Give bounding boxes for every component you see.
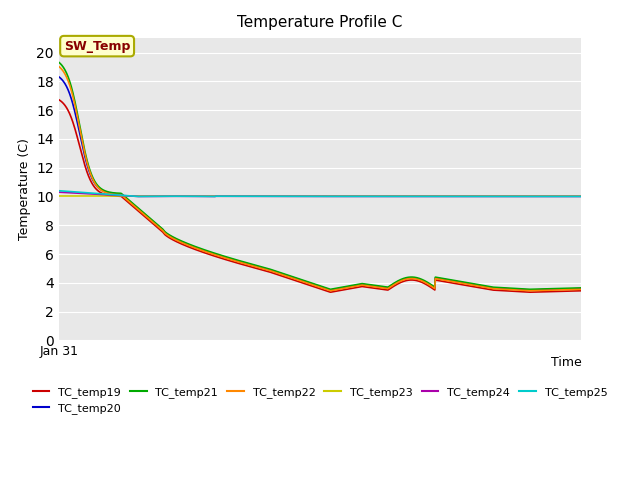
TC_temp23 bbox=[472, 193, 479, 199]
TC_temp25 bbox=[414, 193, 422, 199]
TC_temp19 bbox=[55, 97, 63, 103]
Line: TC_temp21: TC_temp21 bbox=[59, 62, 581, 289]
TC_temp22 bbox=[525, 288, 533, 294]
TC_temp21 bbox=[462, 280, 470, 286]
TC_temp19 bbox=[577, 288, 585, 294]
Line: TC_temp20: TC_temp20 bbox=[59, 77, 581, 290]
TC_temp20 bbox=[462, 280, 470, 286]
Line: TC_temp22: TC_temp22 bbox=[59, 66, 581, 291]
TC_temp24 bbox=[55, 189, 63, 195]
TC_temp25 bbox=[55, 188, 63, 193]
TC_temp22 bbox=[413, 276, 421, 282]
TC_temp25 bbox=[472, 193, 480, 199]
TC_temp21 bbox=[55, 60, 63, 65]
TC_temp21 bbox=[413, 275, 421, 281]
TC_temp19 bbox=[413, 278, 421, 284]
TC_temp22 bbox=[285, 274, 292, 280]
TC_temp21 bbox=[285, 273, 292, 278]
Text: SW_Temp: SW_Temp bbox=[64, 40, 131, 53]
TC_temp24 bbox=[414, 193, 422, 199]
TC_temp20 bbox=[285, 273, 292, 279]
Y-axis label: Temperature (C): Temperature (C) bbox=[17, 138, 31, 240]
X-axis label: Time: Time bbox=[550, 356, 581, 369]
TC_temp23 bbox=[577, 193, 585, 199]
TC_temp22 bbox=[266, 268, 274, 274]
TC_temp22 bbox=[108, 191, 116, 197]
TC_temp19 bbox=[266, 269, 274, 275]
Title: Temperature Profile C: Temperature Profile C bbox=[237, 15, 403, 30]
TC_temp25 bbox=[285, 193, 293, 199]
TC_temp21 bbox=[577, 285, 585, 291]
TC_temp23 bbox=[413, 193, 421, 199]
TC_temp25 bbox=[577, 193, 585, 199]
TC_temp19 bbox=[525, 289, 533, 295]
TC_temp24 bbox=[472, 193, 480, 199]
TC_temp20 bbox=[108, 191, 116, 196]
TC_temp24 bbox=[108, 192, 116, 198]
TC_temp23 bbox=[55, 193, 63, 199]
TC_temp24 bbox=[463, 193, 470, 199]
TC_temp23 bbox=[108, 193, 116, 199]
TC_temp20 bbox=[577, 286, 585, 291]
TC_temp22 bbox=[462, 281, 470, 287]
TC_temp23 bbox=[462, 193, 470, 199]
TC_temp20 bbox=[266, 267, 274, 273]
Legend: TC_temp19, TC_temp20, TC_temp21, TC_temp22, TC_temp23, TC_temp24, TC_temp25: TC_temp19, TC_temp20, TC_temp21, TC_temp… bbox=[28, 382, 612, 419]
TC_temp22 bbox=[472, 283, 479, 288]
TC_temp24 bbox=[267, 193, 275, 199]
Line: TC_temp25: TC_temp25 bbox=[59, 191, 581, 196]
TC_temp22 bbox=[577, 287, 585, 292]
TC_temp24 bbox=[285, 193, 293, 199]
TC_temp25 bbox=[133, 193, 141, 199]
TC_temp21 bbox=[525, 287, 533, 292]
TC_temp25 bbox=[267, 193, 275, 199]
TC_temp20 bbox=[472, 282, 479, 288]
TC_temp21 bbox=[472, 281, 479, 287]
TC_temp20 bbox=[55, 74, 63, 80]
TC_temp19 bbox=[108, 193, 116, 199]
TC_temp23 bbox=[285, 193, 292, 199]
TC_temp24 bbox=[133, 193, 141, 199]
TC_temp20 bbox=[413, 276, 421, 281]
TC_temp19 bbox=[285, 276, 292, 281]
TC_temp22 bbox=[55, 63, 63, 69]
Line: TC_temp19: TC_temp19 bbox=[59, 100, 581, 292]
TC_temp20 bbox=[525, 287, 533, 293]
TC_temp21 bbox=[108, 190, 116, 195]
Line: TC_temp24: TC_temp24 bbox=[59, 192, 581, 196]
TC_temp25 bbox=[463, 193, 470, 199]
TC_temp25 bbox=[108, 192, 116, 197]
TC_temp19 bbox=[462, 283, 470, 288]
TC_temp21 bbox=[266, 266, 274, 272]
TC_temp24 bbox=[577, 193, 585, 199]
TC_temp23 bbox=[266, 193, 274, 199]
TC_temp19 bbox=[472, 284, 479, 290]
